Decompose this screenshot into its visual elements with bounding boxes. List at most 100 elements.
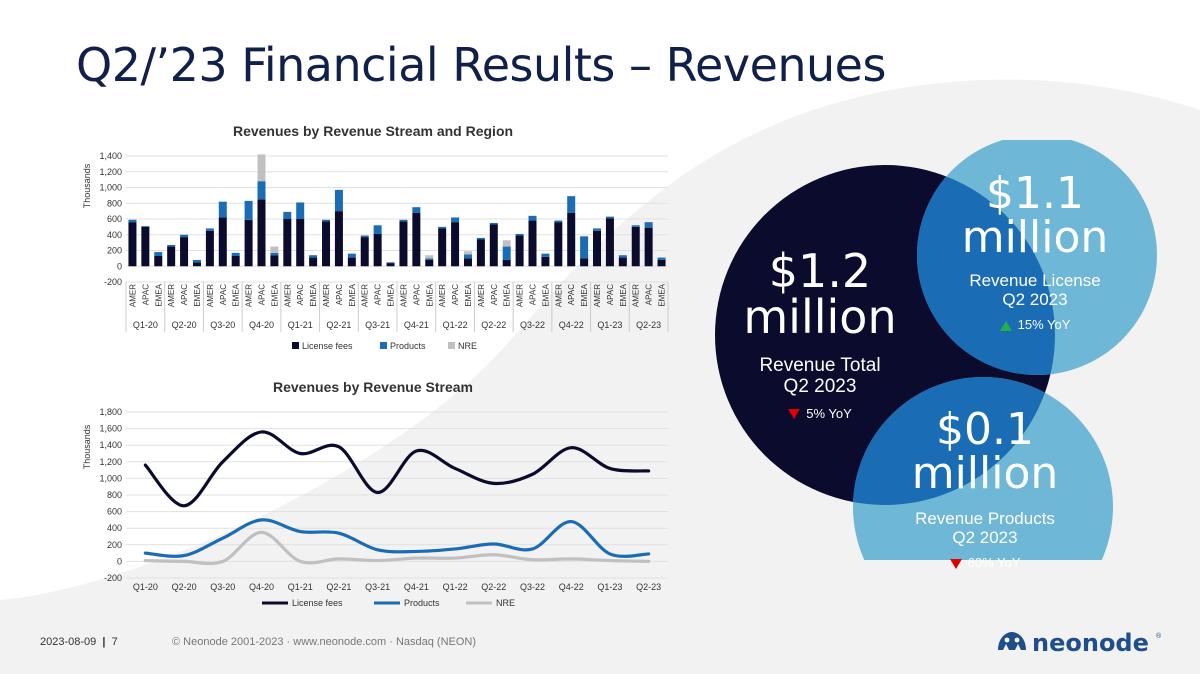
chart1-bar [580,236,589,259]
chart1-bar [167,244,176,247]
chart1-region-label: APAC [141,284,150,305]
kpi-license-yoy: 15% YoY [940,317,1130,332]
chart1-region-label: APAC [490,284,499,305]
chart2-ytick-label: 200 [107,540,122,550]
chart2-xtick-label: Q1-21 [288,582,313,592]
chart1-quarter-label: Q3-20 [210,320,235,330]
chart1-bar [296,202,305,219]
chart1-region-label: EMEA [464,283,473,306]
chart1-quarter-label: Q1-22 [443,320,468,330]
chart1-bar [489,222,498,225]
chart1-bar [257,199,266,267]
chart1-bar [180,234,189,238]
chart1-bar [270,255,279,267]
chart1-bar [218,217,227,267]
chart2-xtick-label: Q2-22 [481,582,506,592]
chart1-bar [141,226,150,267]
footer-copyright: © Neonode 2001-2023 · www.neonode.com · … [172,636,477,648]
chart1-quarter-label: Q4-20 [249,320,274,330]
chart1-bar [296,219,305,267]
chart1-bar [580,258,589,267]
chart1-ylabel: Thousands [82,163,92,208]
chart1-bar [257,181,266,200]
chart1-bar [141,226,150,227]
chart1-bar [618,255,627,258]
chart1-legend-swatch [292,342,299,349]
chart2-ytick-label: 800 [107,490,122,500]
chart1-quarter-label: Q2-20 [172,320,197,330]
kpi-total-amount: $1.2 million [743,244,897,344]
chart1-bar [257,154,266,182]
chart1-region-label: APAC [606,284,615,305]
chart1-bar [309,255,318,258]
chart1-bar [154,252,163,257]
chart1-bar [360,237,369,267]
chart1-bar [322,221,331,267]
chart1-region-label: APAC [180,284,189,305]
chart1-region-label: EMEA [154,283,163,306]
chart1-region-label: EMEA [348,283,357,306]
chart1-bar [399,221,408,267]
chart1-bar [502,259,511,267]
chart1-region-label: EMEA [541,283,550,306]
chart1-bar [438,228,447,267]
chart1-region-label: EMEA [232,283,241,306]
chart1-bar [644,222,653,228]
chart1-bar [412,212,421,267]
chart1-bar [554,222,563,267]
chart2-legend-label: Products [404,598,440,608]
chart1-legend-label: Products [390,341,426,351]
chart1-bar [270,252,279,256]
chart2-xtick-label: Q4-20 [249,582,274,592]
chart1-region-label: AMER [516,284,525,307]
chart1-bar [373,233,382,267]
chart1-bar [463,258,472,267]
chart1-bar [451,222,460,267]
chart1-region-label: APAC [258,284,267,305]
down-arrow-icon [788,409,801,420]
chart1-region-label: AMER [128,284,137,307]
chart1-region-label: EMEA [270,283,279,306]
chart1-bar [541,256,550,267]
chart1-region-label: APAC [219,284,228,305]
chart1-legend-swatch [380,342,387,349]
chart1-bar [309,257,318,267]
chart1-ytick-label: -200 [104,277,122,287]
chart1-bar [476,239,485,267]
chart1-bar [218,201,227,218]
chart2-xtick-label: Q2-21 [326,582,351,592]
chart2-xtick-label: Q3-20 [210,582,235,592]
chart1-bar [180,237,189,267]
chart1-bar [128,219,137,223]
chart1-quarter-label: Q1-20 [133,320,158,330]
chart1-quarter-label: Q4-21 [404,320,429,330]
kpi-circles [715,140,1157,560]
chart2-ylabel: Thousands [82,424,92,469]
chart1-ytick-label: 600 [107,214,122,224]
chart1-quarter-label: Q2-21 [326,320,351,330]
chart1-region-label: APAC [296,284,305,305]
chart1-ytick-label: 1,000 [99,183,122,193]
chart1-bar [502,240,511,247]
chart1-region-label: AMER [245,284,254,307]
chart1-region-label: AMER [554,284,563,307]
chart1-title: Revenues by Revenue Stream and Region [233,123,513,139]
kpi-products-amount: $0.1 million [911,404,1059,499]
chart1-quarter-label: Q3-22 [520,320,545,330]
chart1-bar [631,225,640,227]
chart1-bar [412,207,421,213]
chart2-ytick-label: -200 [104,573,122,583]
line-chart: Revenues by Revenue Stream Thousands -200 0… [82,379,668,608]
page-number: 7 [111,636,118,648]
chart2-legend-label: NRE [496,598,515,608]
chart2-ytick-label: 0 [117,556,122,566]
chart1-bar [167,246,176,267]
chart2-ytick-label: 400 [107,523,122,533]
chart1-region-label: APAC [451,284,460,305]
chart1-bar [605,218,614,267]
chart1-region-label: AMER [593,284,602,307]
chart1-legend-label: NRE [458,341,477,351]
kpi-total: $1.2 million Revenue Total Q2 2023 5% YoY [730,248,910,421]
chart1-region-label: AMER [283,284,292,307]
